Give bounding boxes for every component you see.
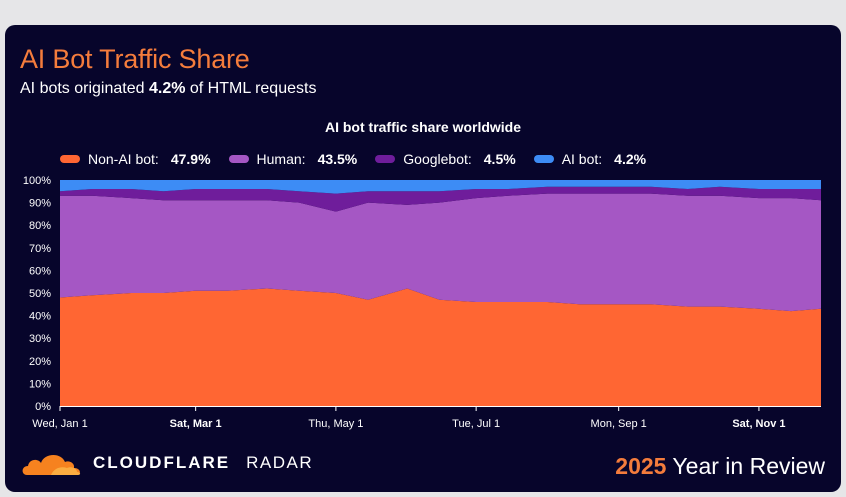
legend-value-human: 43.5%: [317, 151, 358, 167]
y-tick-label: 30%: [29, 333, 51, 345]
y-tick-label: 40%: [29, 311, 51, 323]
legend-value-ai-bot: 4.2%: [614, 151, 647, 167]
chart-legend: Non-AI bot: 47.9% Human: 43.5% Googlebot: 4…: [60, 151, 646, 167]
brand-product: RADAR: [246, 453, 314, 472]
y-tick-label: 10%: [29, 378, 51, 390]
chart-title: AI bot traffic share worldwide: [324, 119, 522, 135]
brand-name: CLOUDFLARE: [93, 453, 231, 472]
subtitle-suffix: of HTML requests: [185, 80, 317, 97]
subtitle-value: 4.2%: [148, 80, 186, 97]
y-tick-label: 0%: [35, 401, 51, 413]
page-subtitle: AI bots originated 4.2% of HTML requests: [20, 80, 316, 98]
area-ai-bot: [60, 180, 821, 194]
area-human: [60, 193, 821, 312]
cloudflare-radar-logo[interactable]: CLOUDFLARE RADAR: [21, 449, 313, 477]
subtitle-prefix: AI bots originated: [20, 80, 149, 97]
cloudflare-cloud-icon: [22, 454, 81, 475]
y-tick-label: 60%: [29, 265, 51, 277]
y-tick-label: 90%: [29, 198, 51, 210]
legend-item-googlebot[interactable]: Googlebot: 4.5%: [375, 151, 516, 167]
legend-label-ai-bot: AI bot:: [561, 151, 603, 167]
area-googlebot: [60, 186, 821, 212]
legend-item-ai-bot[interactable]: AI bot: 4.2%: [533, 151, 647, 167]
legend-swatch-ai-bot: [533, 155, 554, 163]
legend-label-human: Human:: [256, 151, 306, 167]
x-tick-label: Wed, Jan 1: [32, 418, 87, 430]
page-title: AI Bot Traffic Share: [20, 44, 250, 74]
legend-item-human[interactable]: Human: 43.5%: [228, 151, 358, 167]
y-tick-label: 70%: [29, 243, 51, 255]
legend-item-non-ai-bot[interactable]: Non-AI bot: 47.9%: [60, 151, 211, 167]
x-axis: Wed, Jan 1 Sat, Mar 1 Thu, May 1 Tue, Jul 1…: [32, 406, 821, 430]
legend-value-googlebot: 4.5%: [483, 151, 516, 167]
stacked-area-chart: 0% 10% 20% 30% 40% 50% 60% 70% 80% 90% 100% Wed, J…: [23, 175, 821, 430]
chart-areas: [60, 180, 821, 406]
year-label: 2025: [615, 453, 667, 479]
legend-swatch-googlebot: [375, 155, 396, 163]
y-axis: 0% 10% 20% 30% 40% 50% 60% 70% 80% 90% 100%: [23, 175, 51, 413]
x-tick-label: Sat, Nov 1: [732, 418, 785, 430]
legend-label-googlebot: Googlebot:: [403, 151, 472, 167]
legend-swatch-human: [228, 155, 249, 163]
x-tick-label: Mon, Sep 1: [591, 418, 647, 430]
area-non-ai-bot: [60, 288, 821, 406]
legend-swatch-non-ai-bot: [60, 155, 80, 163]
x-tick-label: Thu, May 1: [308, 418, 363, 430]
y-tick-label: 20%: [29, 356, 51, 368]
legend-value-non-ai-bot: 47.9%: [170, 151, 211, 167]
y-tick-label: 80%: [29, 220, 51, 232]
y-tick-label: 50%: [29, 288, 51, 300]
x-tick-label: Sat, Mar 1: [170, 418, 222, 430]
x-tick-label: Tue, Jul 1: [452, 418, 500, 430]
year-tagline: Year in Review: [666, 453, 825, 479]
chart-card: AI Bot Traffic Share AI bots originated …: [5, 25, 841, 492]
legend-label-non-ai-bot: Non-AI bot:: [88, 151, 159, 167]
year-in-review-label: 2025 Year in Review: [615, 453, 825, 480]
y-tick-label: 100%: [23, 175, 51, 187]
